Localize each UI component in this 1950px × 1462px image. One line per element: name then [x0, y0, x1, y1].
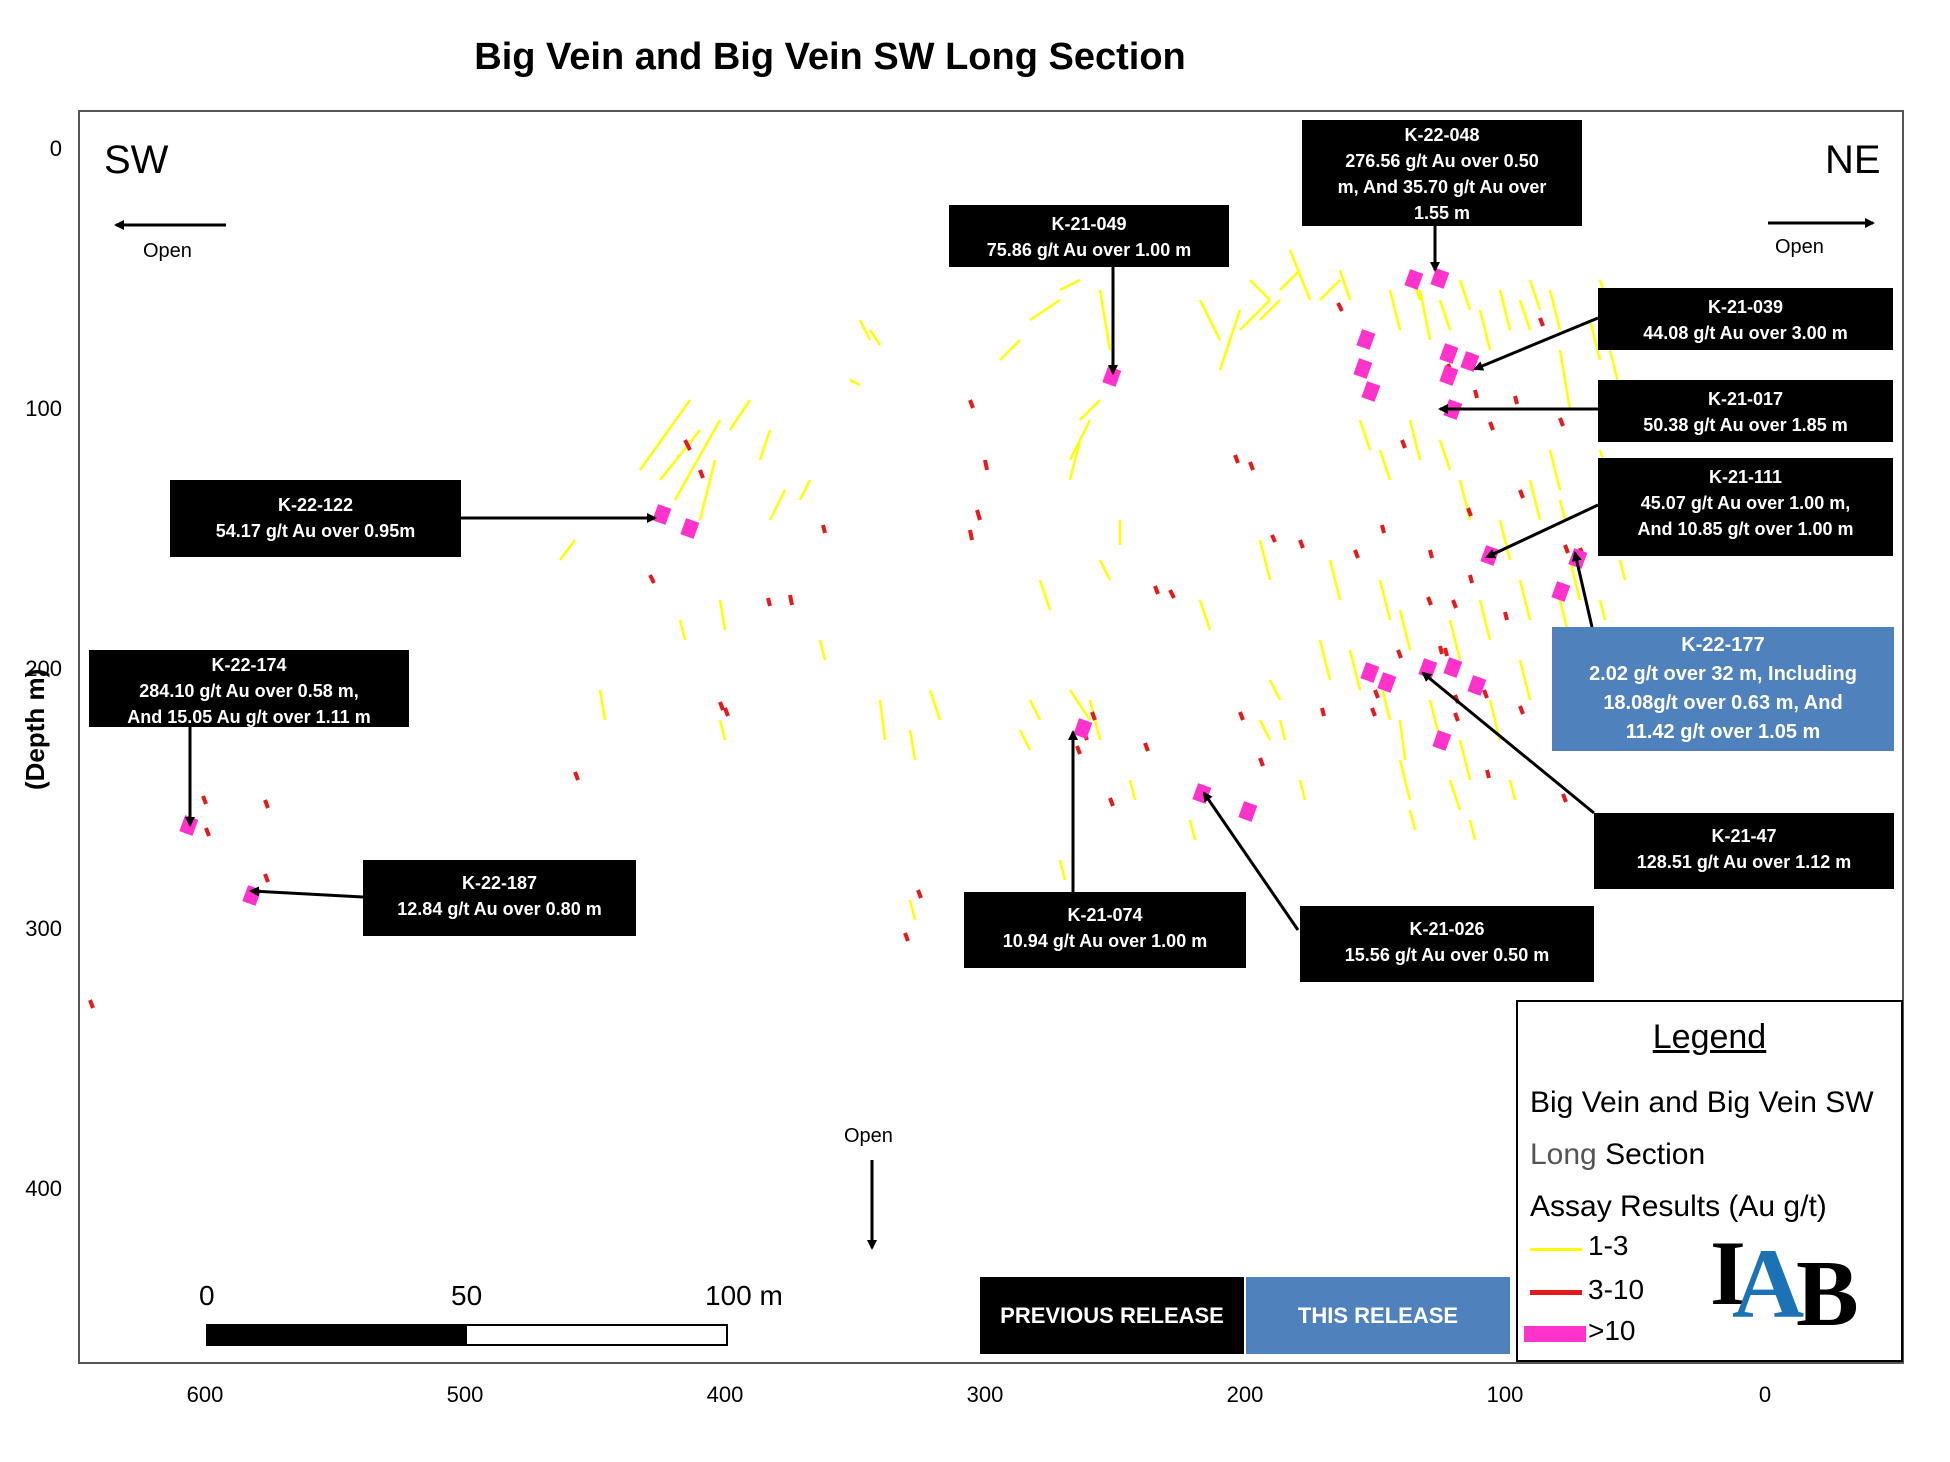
- legend-swatch-low: [1530, 1248, 1582, 1251]
- figure-title: Big Vein and Big Vein SW Long Section: [474, 36, 1186, 78]
- scale-label-0: 0: [199, 1280, 215, 1311]
- callout-line: K-22-048: [1404, 125, 1480, 145]
- this-release-badge: THIS RELEASE: [1246, 1277, 1510, 1354]
- callout-line: K-21-111: [1708, 467, 1783, 487]
- callout-line: 15.56 g/t Au over 0.50 m: [1344, 945, 1550, 965]
- open-label-ne: Open: [1775, 236, 1824, 258]
- y-tick-200: 200: [25, 656, 62, 681]
- x-tick-0: 0: [1758, 1382, 1772, 1407]
- legend-line-2: Long Section: [1530, 1138, 1705, 1172]
- y-tick-0: 0: [49, 136, 62, 161]
- callout-line: K-22-174: [211, 655, 287, 675]
- x-tick-200: 200: [1226, 1382, 1264, 1407]
- callout-line: 11.42 g/t over 1.05 m: [1625, 721, 1821, 743]
- iab-logo-letter-b: B: [1796, 1242, 1859, 1346]
- legend-title: Legend: [1652, 1018, 1767, 1056]
- callout-line: K-22-187: [461, 873, 538, 893]
- callout-line: 276.56 g/t Au over 0.50: [1345, 151, 1539, 171]
- callout-K-22-122: K-22-122 54.17 g/t Au over 0.95m: [170, 480, 461, 557]
- iab-logo: I A B: [1710, 1220, 1880, 1346]
- x-tick-500: 500: [446, 1382, 484, 1407]
- callout-line: 2.02 g/t over 32 m, Including: [1589, 663, 1857, 685]
- assay-traces-1-3: [559, 249, 1632, 921]
- callout-line: 1.55 m: [1413, 203, 1471, 223]
- callout-line: K-22-177: [1681, 634, 1765, 656]
- callout-K-22-048: K-22-048 276.56 g/t Au over 0.50 m, And …: [1302, 120, 1582, 226]
- callout-K-22-187: K-22-187 12.84 g/t Au over 0.80 m: [363, 860, 636, 936]
- callout-line: 50.38 g/t Au over 1.85 m: [1643, 415, 1848, 435]
- callout-line: m, And 35.70 g/t Au over: [1337, 177, 1547, 197]
- callout-line: 75.86 g/t Au over 1.00 m: [986, 240, 1192, 260]
- callout-K-21-47: K-21-47 128.51 g/t Au over 1.12 m: [1594, 813, 1894, 889]
- open-label-sw: Open: [143, 240, 192, 262]
- callout-line: 18.08g/t over 0.63 m, And: [1603, 692, 1843, 714]
- callout-K-21-017: K-21-017 50.38 g/t Au over 1.85 m: [1598, 380, 1893, 442]
- callout-line: K-22-122: [277, 495, 354, 515]
- legend-line-2-long: Long: [1530, 1138, 1597, 1171]
- callout-K-21-039: K-21-039 44.08 g/t Au over 3.00 m: [1598, 288, 1893, 350]
- callout-K-22-177: K-22-177 2.02 g/t over 32 m, Including 1…: [1552, 627, 1894, 751]
- callout-K-21-049: K-21-049 75.86 g/t Au over 1.00 m: [949, 205, 1229, 267]
- callout-line: K-21-47: [1711, 826, 1777, 846]
- callout-line: K-21-026: [1409, 919, 1485, 939]
- legend-swatch-high: [1524, 1326, 1586, 1342]
- x-tick-600: 600: [186, 1382, 224, 1407]
- callout-K-21-111: K-21-111 45.07 g/t Au over 1.00 m, And 1…: [1598, 458, 1893, 556]
- iab-logo-letter-i: I: [1710, 1222, 1746, 1324]
- callout-line: And 10.85 g/t over 1.00 m: [1637, 519, 1854, 539]
- y-tick-400: 400: [25, 1176, 62, 1201]
- callout-line: K-21-039: [1707, 297, 1784, 317]
- callout-line: K-21-017: [1707, 389, 1784, 409]
- callout-line: 54.17 g/t Au over 0.95m: [215, 521, 416, 541]
- direction-sw: SW: [104, 138, 169, 182]
- scale-bar-filled: [208, 1326, 467, 1344]
- scale-bar: [206, 1324, 728, 1346]
- long-section-plot: [78, 110, 1904, 1364]
- x-tick-400: 400: [706, 1382, 744, 1407]
- legend-line-2-section: Section: [1596, 1138, 1706, 1171]
- iab-logo-letter-a: A: [1732, 1228, 1805, 1339]
- open-label-down: Open: [844, 1125, 893, 1147]
- callout-line: 10.94 g/t Au over 1.00 m: [1002, 931, 1208, 951]
- callout-line: K-21-049: [1051, 214, 1127, 234]
- legend-swatch-mid: [1530, 1290, 1582, 1295]
- callout-K-21-074: K-21-074 10.94 g/t Au over 1.00 m: [964, 892, 1246, 968]
- callout-arrows: [114, 218, 1875, 1250]
- callout-line: K-21-074: [1067, 905, 1143, 925]
- assay-marks-over-10: [179, 268, 1588, 906]
- callout-line: 128.51 g/t Au over 1.12 m: [1636, 852, 1852, 872]
- previous-release-badge: PREVIOUS RELEASE: [980, 1277, 1244, 1354]
- legend-label-high: >10: [1588, 1315, 1636, 1346]
- legend-label-mid: 3-10: [1588, 1274, 1645, 1305]
- legend-line-1: Big Vein and Big Vein SW: [1530, 1086, 1874, 1119]
- callout-line: 44.08 g/t Au over 3.00 m: [1643, 323, 1848, 343]
- legend-line-3: Assay Results (Au g/t): [1530, 1190, 1827, 1223]
- x-tick-300: 300: [966, 1382, 1004, 1407]
- callout-line: 12.84 g/t Au over 0.80 m: [397, 899, 602, 919]
- legend-label-low: 1-3: [1588, 1230, 1629, 1261]
- y-tick-100: 100: [25, 396, 62, 421]
- y-tick-300: 300: [25, 916, 62, 941]
- x-tick-100: 100: [1486, 1382, 1524, 1407]
- callout-line: 45.07 g/t Au over 1.00 m,: [1640, 493, 1851, 513]
- scale-label-50: 50: [451, 1280, 483, 1311]
- callout-line: And 15.05 Au g/t over 1.11 m: [127, 707, 371, 727]
- scale-label-100m: 100 m: [705, 1280, 783, 1311]
- callout-K-21-026: K-21-026 15.56 g/t Au over 0.50 m: [1300, 906, 1594, 982]
- direction-ne: NE: [1825, 138, 1881, 182]
- callout-K-22-174: K-22-174 284.10 g/t Au over 0.58 m, And …: [89, 650, 409, 727]
- assay-traces-3-10: [88, 302, 1585, 1009]
- legend: Legend Big Vein and Big Vein SW Long Sec…: [1516, 1000, 1903, 1362]
- callout-line: 284.10 g/t Au over 0.58 m,: [139, 681, 359, 701]
- scale-bar-empty: [467, 1326, 726, 1344]
